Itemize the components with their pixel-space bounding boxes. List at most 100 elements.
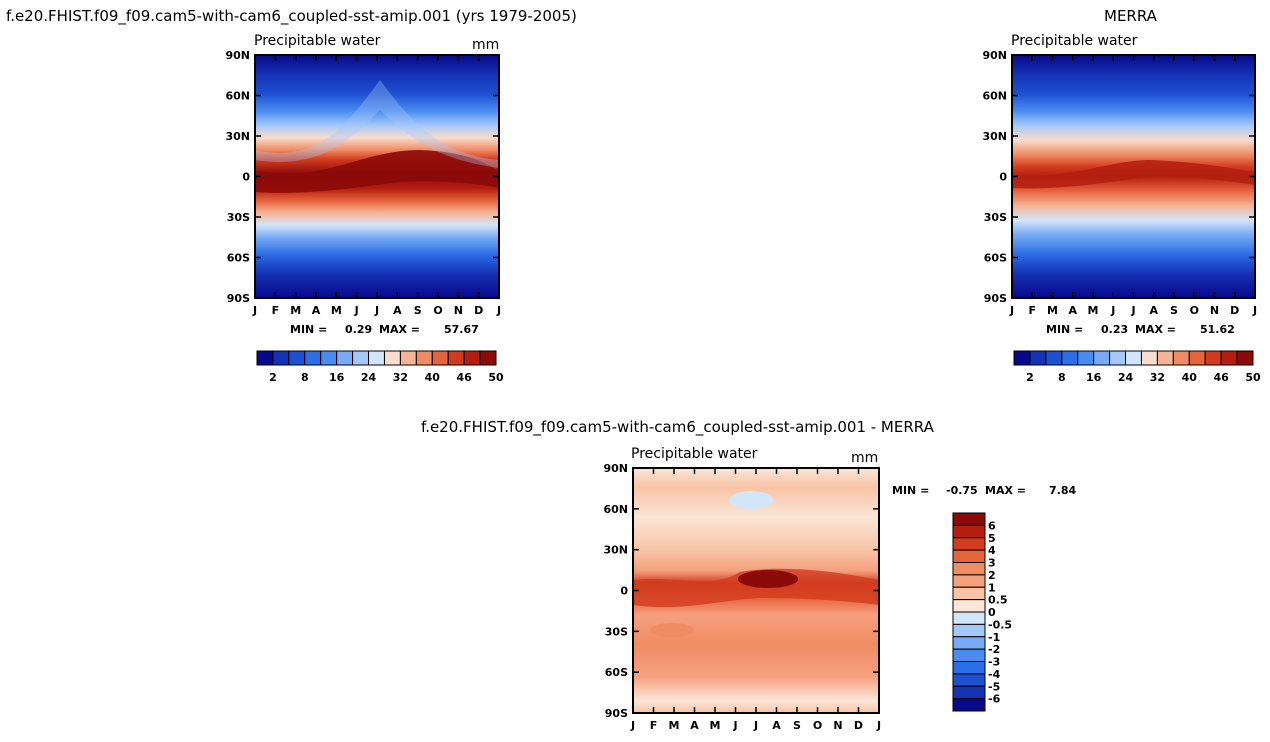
panel-diff-ytick-label: 60S — [605, 666, 628, 679]
panel-model-xtick-label: J — [252, 304, 257, 317]
panel-model-xtick-label: M — [290, 304, 301, 317]
panel-obs-colorbar-box — [1093, 350, 1111, 366]
panel-diff-colorbar-box — [952, 512, 986, 526]
panel-obs-colorbar-box — [1045, 350, 1063, 366]
panel-diff-ytick-label: 90N — [603, 462, 628, 475]
panel-model-xtick-label: O — [433, 304, 442, 317]
panel-diff-min-value: -0.75 — [946, 484, 978, 497]
panel-diff-colorbar-label: -3 — [988, 656, 1000, 669]
panel-diff-xtick-label: O — [813, 719, 822, 732]
panel-model-colorbar-box — [447, 350, 465, 366]
panel-obs-colorbar-label: 46 — [1213, 371, 1229, 384]
panel-diff-ytick-label: 90S — [605, 707, 628, 720]
panel-diff-colorbar-label: 0.5 — [988, 594, 1008, 607]
panel-model-title: f.e20.FHIST.f09_f09.cam5-with-cam6_coupl… — [6, 7, 577, 26]
panel-diff-colorbar-label: -5 — [988, 680, 1000, 693]
panel-obs-colorbar-box — [1109, 350, 1127, 366]
panel-diff-xtick-label: S — [793, 719, 801, 732]
panel-obs: MERRA Precipitable water 90N 60N 30N 0 30S 60… — [982, 7, 1261, 384]
panel-diff-colorbar-label: -2 — [988, 643, 1000, 656]
panel-diff-colorbar-box — [952, 661, 986, 675]
panel-model-colorbar-box — [288, 350, 306, 366]
panel-diff-colorbar-label: 5 — [988, 532, 996, 545]
panel-diff-colorbar-box — [952, 574, 986, 588]
panel-diff-colorbar-label: 4 — [988, 544, 996, 557]
panel-diff-colorbar-box — [952, 599, 986, 613]
panel-diff-ytick-label: 30S — [605, 625, 628, 638]
panel-diff-colorbar-label: 1 — [988, 581, 996, 594]
panel-obs-ytick-label: 90S — [984, 292, 1007, 305]
panel-model-xtick-label: J — [374, 304, 379, 317]
panel-model-colorbar: 2 8 16 24 32 40 46 50 — [256, 350, 504, 384]
panel-obs-xtick-label: O — [1190, 304, 1199, 317]
panel-model-colorbar-box — [336, 350, 354, 366]
panel-obs-xtick-label: N — [1210, 304, 1219, 317]
panel-obs-xtick-label: F — [1028, 304, 1036, 317]
panel-obs-max-value: 51.62 — [1200, 323, 1235, 336]
panel-model-ytick-label: 60N — [225, 90, 250, 103]
panel-diff-colorbar-box — [952, 685, 986, 700]
panel-obs-ytick-label: 60S — [984, 252, 1007, 265]
panel-diff-colorbar-label: 2 — [988, 569, 996, 582]
panel-obs-ytick-label: 0 — [999, 171, 1007, 184]
panel-diff-colorbar-box — [952, 698, 986, 712]
panel-diff-subtitle: Precipitable water — [631, 446, 758, 462]
panel-model-xtick-label: D — [474, 304, 483, 317]
panel-obs-colorbar-box — [1077, 350, 1095, 366]
panel-obs-ytick-label: 90N — [982, 49, 1007, 62]
panel-model-colorbar-box — [320, 350, 338, 366]
panel-diff-colorbar-box — [952, 537, 986, 551]
panel-obs-colorbar-label: 8 — [1058, 371, 1066, 384]
panel-model-colorbar-box — [304, 350, 322, 366]
panel-model-xtick-label: A — [312, 304, 321, 317]
panel-obs-y-ticks: 90N 60N 30N 0 30S 60S 90S — [982, 49, 1255, 305]
panel-obs-colorbar-box — [1172, 350, 1190, 366]
panel-obs-xtick-label: A — [1068, 304, 1077, 317]
panel-obs-colorbar-label: 32 — [1150, 371, 1165, 384]
panel-diff-colorbar-label: 6 — [988, 519, 996, 532]
panel-diff-xtick-label: J — [753, 719, 758, 732]
panel-diff-colorbar-label: -1 — [988, 631, 1000, 644]
panel-diff-xtick-label: M — [669, 719, 680, 732]
panel-model-colorbar-box — [463, 350, 481, 366]
panel-diff-colorbar-box — [952, 673, 986, 687]
panel-obs-xtick-label: J — [1130, 304, 1135, 317]
panel-model-xtick-label: J — [496, 304, 501, 317]
panel-model-colorbar-label: 32 — [393, 371, 408, 384]
panel-diff-xtick-label: J — [630, 719, 635, 732]
panel-obs-colorbar-box — [1188, 350, 1206, 366]
panel-model-min-label: MIN = — [290, 323, 327, 336]
panel-model-colorbar-box — [415, 350, 433, 366]
panel-obs-xtick-label: S — [1170, 304, 1178, 317]
panel-diff-neg-blob — [729, 491, 773, 509]
panel-diff-colorbar-box — [952, 611, 986, 625]
panel-obs-min-value: 0.23 — [1101, 323, 1128, 336]
panel-diff-blob-south — [650, 623, 694, 637]
panel-diff-xtick-label: F — [650, 719, 658, 732]
panel-model-min-value: 0.29 — [345, 323, 372, 336]
panel-obs-colorbar-box — [1204, 350, 1222, 366]
panel-diff-xtick-label: A — [690, 719, 699, 732]
panel-model-xtick-label: A — [393, 304, 402, 317]
panel-diff-colorbar-box — [952, 648, 986, 662]
panel-obs-max-label: MAX = — [1135, 323, 1176, 336]
panel-model: f.e20.FHIST.f09_f09.cam5-with-cam6_coupl… — [6, 7, 577, 384]
panel-model-dome — [255, 80, 499, 168]
panel-diff-xtick-label: D — [854, 719, 863, 732]
panel-model-colorbar-box — [256, 350, 274, 366]
panel-model-colorbar-box — [272, 350, 290, 366]
panel-obs-colorbar-box — [1061, 350, 1079, 366]
panel-model-xtick-label: J — [354, 304, 359, 317]
panel-obs-xtick-label: M — [1088, 304, 1099, 317]
panel-diff-max-label: MAX = — [985, 484, 1026, 497]
panel-obs-title: MERRA — [1104, 7, 1158, 25]
panel-model-colorbar-box — [399, 350, 417, 366]
panel-model-colorbar-label: 24 — [361, 371, 377, 384]
panel-obs-colorbar: 2 8 16 24 32 40 46 50 — [1013, 350, 1261, 384]
panel-model-ytick-label: 30N — [225, 130, 250, 143]
panel-diff-equator-band — [633, 568, 879, 608]
